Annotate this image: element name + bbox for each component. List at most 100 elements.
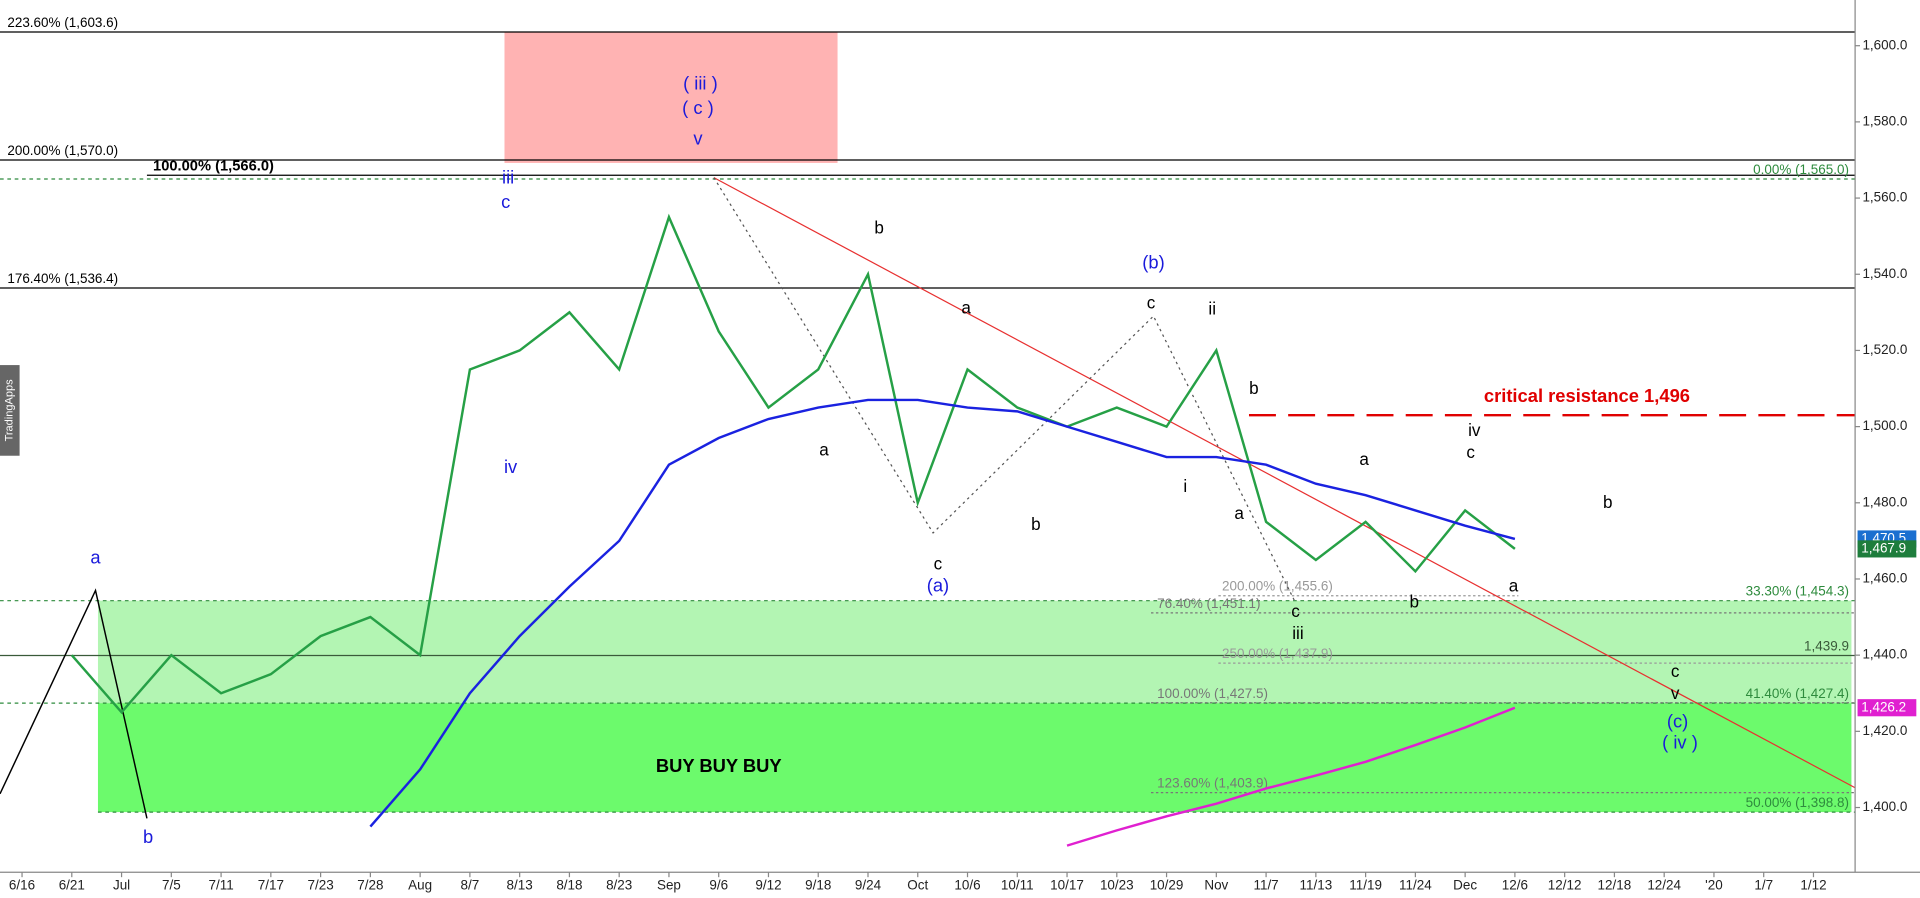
annotation: a — [819, 439, 829, 459]
level-label: 1,439.9 — [1804, 639, 1849, 654]
annotation: a — [1234, 503, 1244, 523]
levels: 223.60% (1,603.6) 200.00% (1,570.0) 100.00… — [0, 15, 1856, 813]
x-tick-label: Jul — [113, 877, 130, 892]
x-tick-label: 12/6 — [1502, 877, 1528, 892]
level-label: 50.00% (1,398.8) — [1746, 795, 1849, 810]
level-label: 223.60% (1,603.6) — [7, 15, 118, 30]
x-tick-label: Dec — [1453, 877, 1477, 892]
annotation: (c) — [1667, 711, 1688, 732]
level-label: 200.00% (1,455.6) — [1222, 579, 1333, 594]
zone — [97, 703, 1852, 813]
annotation: a — [1509, 575, 1519, 595]
annotation: ( c ) — [682, 97, 714, 118]
price-line — [369, 398, 1516, 828]
price-tag — [1857, 540, 1917, 558]
x-tick-label: 12/24 — [1647, 877, 1681, 892]
price-line — [1066, 706, 1516, 847]
watermark-box — [0, 365, 20, 456]
x-tick-label: Aug — [408, 877, 432, 892]
x-tick-label: 7/28 — [357, 877, 383, 892]
x-tick-label: 11/19 — [1349, 877, 1382, 892]
level-label: 100.00% (1,566.0) — [153, 159, 274, 175]
x-tick-label: 8/7 — [461, 877, 480, 892]
x-tick-label: 9/6 — [709, 877, 728, 892]
annotation: v — [1671, 683, 1680, 703]
zigzag — [0, 588, 148, 819]
x-tick-label: 7/17 — [258, 877, 284, 892]
annotation: i — [1183, 476, 1187, 496]
x-tick-label: 1/12 — [1800, 877, 1826, 892]
x-tick-label: Oct — [907, 877, 928, 892]
annotation: iii — [1292, 623, 1303, 643]
annotation: iv — [504, 456, 518, 477]
annotation: BUY BUY BUY — [656, 755, 782, 776]
annotation: a — [961, 297, 971, 317]
zones — [97, 600, 1852, 813]
x-tick-label: 11/7 — [1253, 877, 1278, 892]
annotation: a — [90, 547, 101, 568]
level-label: 41.40% (1,427.4) — [1746, 686, 1849, 701]
x-tick-label: 11/24 — [1399, 877, 1432, 892]
x-tick-label: 10/23 — [1100, 877, 1134, 892]
level-label: 250.00% (1,437.9) — [1222, 646, 1333, 661]
annotation: b — [143, 826, 153, 847]
y-tick-label: 1,560.0 — [1862, 190, 1907, 205]
annotation: iii — [502, 167, 514, 188]
x-tick-label: 8/23 — [606, 877, 632, 892]
annotation: ii — [1208, 298, 1216, 318]
annotation: (b) — [1142, 251, 1164, 272]
watermark: TradingApps — [4, 379, 16, 442]
x-tick-label: 12/18 — [1598, 877, 1632, 892]
x-tick-label: 8/13 — [507, 877, 533, 892]
annotation: iv — [1468, 420, 1481, 440]
level-label: 176.40% (1,536.4) — [7, 271, 118, 286]
y-tick-label: 1,420.0 — [1862, 723, 1907, 738]
x-tick-label: 9/18 — [805, 877, 831, 892]
y-tick-label: 1,480.0 — [1862, 494, 1907, 509]
annotation: v — [693, 128, 703, 149]
x-tick-label: Sep — [657, 877, 681, 892]
price-tag-label: 1,467.9 — [1861, 540, 1906, 555]
level-label: 123.60% (1,403.9) — [1157, 776, 1268, 791]
x-tick-label: 7/5 — [162, 877, 181, 892]
annotation: b — [1603, 492, 1613, 512]
annotation: b — [1410, 591, 1420, 611]
annotation: critical resistance 1,496 — [1484, 385, 1690, 406]
annotation: c — [1147, 292, 1156, 312]
y-tick-label: 1,400.0 — [1862, 799, 1907, 814]
x-tick-label: 10/17 — [1050, 877, 1084, 892]
x-tick-label: 10/29 — [1150, 877, 1184, 892]
x-tick-label: 6/21 — [59, 877, 85, 892]
level-label: 100.00% (1,427.5) — [1157, 686, 1268, 701]
level-label: 200.00% (1,570.0) — [7, 143, 118, 158]
x-tick-label: 1/7 — [1754, 877, 1773, 892]
price-tag-label: 1,426.2 — [1861, 699, 1906, 714]
annotation: b — [1031, 514, 1041, 534]
x-tick-label: 12/12 — [1548, 877, 1582, 892]
y-tick-label: 1,600.0 — [1862, 37, 1907, 52]
annotation: b — [874, 218, 884, 238]
y-tick-label: 1,580.0 — [1862, 113, 1907, 128]
y-tick-label: 1,440.0 — [1862, 647, 1907, 662]
axes: 1,400.0 1,420.0 1,440.0 1,460.0 1,480.0 1,500… — [9, 37, 1917, 892]
x-tick-label: 9/12 — [755, 877, 781, 892]
x-tick-label: 11/13 — [1299, 877, 1332, 892]
annotation: (a) — [927, 575, 949, 596]
x-tick-label: Nov — [1204, 877, 1228, 892]
level-label: 33.30% (1,454.3) — [1746, 584, 1849, 599]
y-tick-label: 1,520.0 — [1862, 342, 1907, 357]
target-box — [504, 31, 838, 163]
price-tag — [1857, 699, 1917, 717]
x-tick-label: 10/6 — [954, 877, 980, 892]
series — [70, 213, 1516, 847]
y-tick-label: 1,500.0 — [1862, 418, 1907, 433]
x-tick-label: 10/11 — [1001, 877, 1034, 892]
annotation: c — [1291, 601, 1300, 621]
price-line — [70, 213, 1516, 715]
annotation: ( iii ) — [683, 72, 718, 93]
annotation: b — [1249, 378, 1259, 398]
zigzag — [713, 177, 1297, 604]
